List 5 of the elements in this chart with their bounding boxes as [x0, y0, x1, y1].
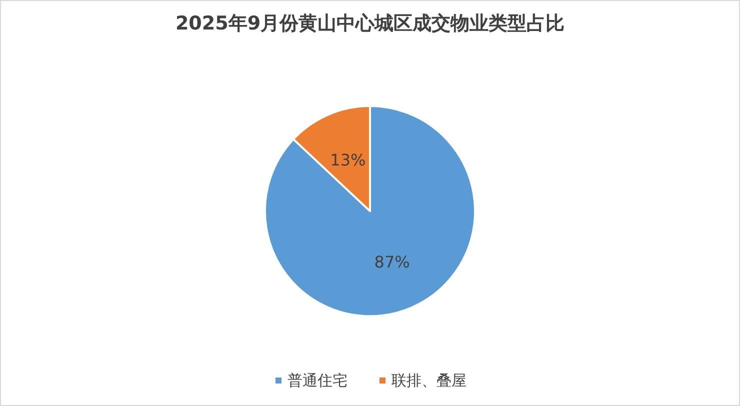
data-label: 13% — [330, 150, 366, 170]
chart-title: 2025年9月份黄山中心城区成交物业类型占比 — [175, 12, 565, 34]
legend-label: 普通住宅 — [288, 372, 348, 390]
data-label: 87% — [374, 252, 410, 272]
legend-label: 联排、叠屋 — [392, 372, 466, 390]
